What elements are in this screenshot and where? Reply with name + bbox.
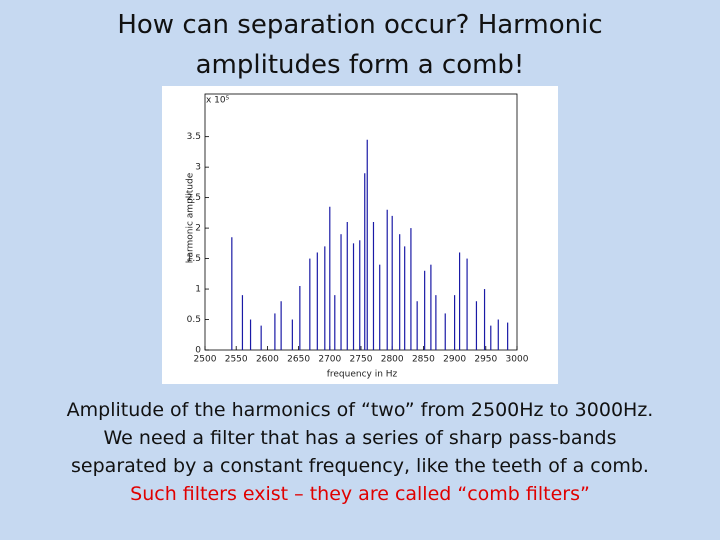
slide-title: How can separation occur? Harmonic [117,10,603,40]
x-tick-label: 2900 [443,355,466,365]
chart: frequency in Hz harmonic amplitude x 10⁵… [162,86,558,384]
x-tick-label: 2650 [287,355,310,365]
x-tick-label: 2600 [256,355,279,365]
y-tick-label: 1.5 [187,254,201,264]
y-tick-label: 3 [195,163,201,173]
x-tick-label: 3000 [506,355,529,365]
x-tick-label: 2800 [381,355,404,365]
y-axis-label: harmonic amplitude [186,172,196,263]
y-tick-label: 2 [195,224,201,234]
x-tick-label: 2950 [474,355,497,365]
x-tick-label: 2750 [350,355,373,365]
note: Such filters exist – they are called “co… [130,483,590,505]
y-tick-label: 0.5 [187,315,201,325]
y-tick-label: 1 [195,285,201,295]
y-tick-label: 2.5 [187,193,201,203]
x-tick-label: 2700 [318,355,341,365]
caption: We need a filter that has a series of sh… [103,427,617,449]
caption: Amplitude of the harmonics of “two” from… [66,399,654,421]
x-tick-label: 2500 [194,355,217,365]
caption: separated by a constant frequency, like … [71,455,649,477]
x-tick-label: 2550 [225,355,248,365]
x-tick-label: 2850 [412,355,435,365]
y-tick-label: 3.5 [187,132,201,142]
x-axis-label: frequency in Hz [327,370,398,380]
slide-title: amplitudes form a comb! [195,50,525,80]
y-tick-label: 0 [195,346,201,356]
y-multiplier: x 10⁵ [206,96,230,106]
